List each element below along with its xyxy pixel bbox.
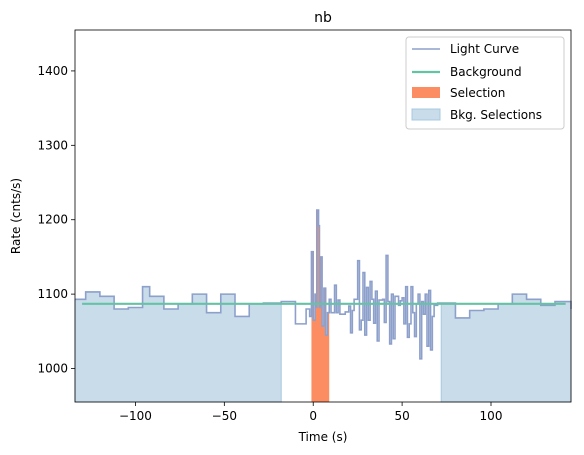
bkg-selection-area-2: [440, 293, 572, 403]
x-tick-label: 50: [394, 409, 409, 423]
legend-swatch-bkg-selections: [411, 108, 441, 121]
y-tick-label: 1400: [37, 64, 68, 78]
light-curve-line: [75, 209, 572, 360]
x-axis-title: Time (s): [298, 430, 348, 444]
legend-label-selection: Selection: [450, 86, 505, 100]
y-tick-label: 1300: [37, 138, 68, 152]
y-axis-title: Rate (cnts/s): [9, 178, 23, 254]
legend-swatch-selection: [412, 87, 440, 98]
y-tick-label: 1100: [37, 287, 68, 301]
x-tick-label: −50: [212, 409, 237, 423]
x-tick-label: 0: [309, 409, 317, 423]
y-tick-label: 1000: [37, 362, 68, 376]
x-tick-label: −100: [119, 409, 152, 423]
y-tick-label: 1200: [37, 213, 68, 227]
legend-label-background: Background: [450, 65, 522, 79]
x-axis-ticks: −100 −50 0 50 100: [119, 402, 502, 423]
legend: Light Curve Background Selection Bkg. Se…: [405, 36, 565, 130]
legend-label-bkg-selections: Bkg. Selections: [450, 108, 542, 122]
light-curve-layer: [75, 209, 572, 360]
legend-label-light-curve: Light Curve: [450, 42, 519, 56]
chart-title: nb: [314, 10, 332, 26]
y-axis-ticks: 1000 1100 1200 1300 1400: [37, 64, 75, 376]
legend-box: [405, 36, 565, 130]
plot-frame: [74, 29, 572, 403]
x-tick-label: 100: [480, 409, 503, 423]
